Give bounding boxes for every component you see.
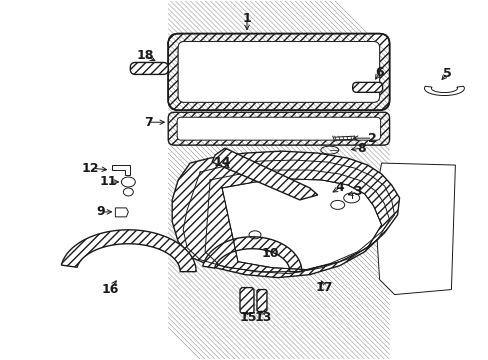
FancyBboxPatch shape: [240, 288, 253, 314]
Polygon shape: [172, 151, 399, 278]
Text: 5: 5: [442, 67, 451, 80]
Text: 12: 12: [81, 162, 99, 175]
Text: 8: 8: [357, 141, 365, 155]
FancyBboxPatch shape: [178, 41, 379, 102]
FancyBboxPatch shape: [168, 33, 389, 110]
Polygon shape: [61, 230, 196, 272]
Text: 16: 16: [102, 283, 119, 296]
FancyBboxPatch shape: [256, 289, 266, 311]
Polygon shape: [212, 148, 317, 200]
Text: 15: 15: [239, 311, 256, 324]
Polygon shape: [424, 86, 464, 95]
Polygon shape: [203, 237, 301, 272]
FancyBboxPatch shape: [177, 117, 380, 140]
Text: 4: 4: [335, 181, 344, 194]
Polygon shape: [374, 163, 454, 294]
FancyBboxPatch shape: [130, 62, 168, 75]
Text: 6: 6: [374, 66, 383, 79]
Text: 3: 3: [353, 185, 361, 198]
Text: 14: 14: [213, 156, 230, 168]
Text: 17: 17: [315, 281, 333, 294]
Text: 2: 2: [367, 132, 376, 145]
Text: 1: 1: [242, 12, 251, 25]
Text: 11: 11: [100, 175, 117, 189]
Text: 18: 18: [136, 49, 154, 62]
FancyBboxPatch shape: [178, 41, 379, 102]
FancyBboxPatch shape: [168, 112, 389, 145]
Text: 10: 10: [261, 247, 278, 260]
Text: 9: 9: [96, 205, 104, 219]
FancyBboxPatch shape: [352, 82, 382, 92]
Text: 7: 7: [143, 116, 152, 129]
Polygon shape: [222, 179, 381, 270]
Text: 13: 13: [254, 311, 271, 324]
